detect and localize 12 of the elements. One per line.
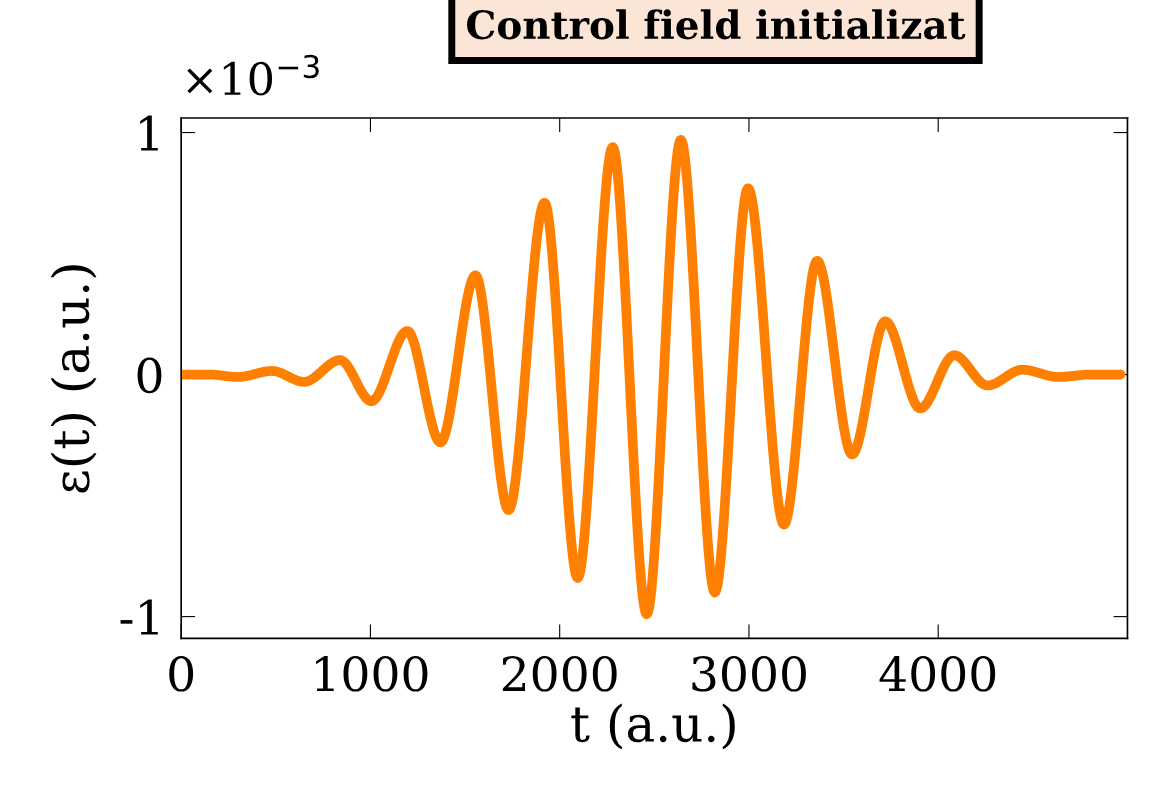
x-tick-label: 2000 xyxy=(502,655,617,692)
chart-title: Control field initializat xyxy=(467,9,966,40)
y-tick-label: -1 xyxy=(120,599,158,635)
y-axis-title: ε(t) (a.u.) xyxy=(50,265,97,493)
x-tick-label: 4000 xyxy=(879,655,996,692)
y-tick-label: 0 xyxy=(137,357,162,394)
text: ×10$^{−3}$ xyxy=(187,54,319,96)
x-tick-label: 0 xyxy=(169,655,194,692)
x-tick-label: 3000 xyxy=(692,655,806,692)
y-tick-label: 1 xyxy=(140,115,158,151)
x-axis-title: t (a.u.) xyxy=(571,703,735,750)
x-tick-label: 1000 xyxy=(316,655,428,692)
